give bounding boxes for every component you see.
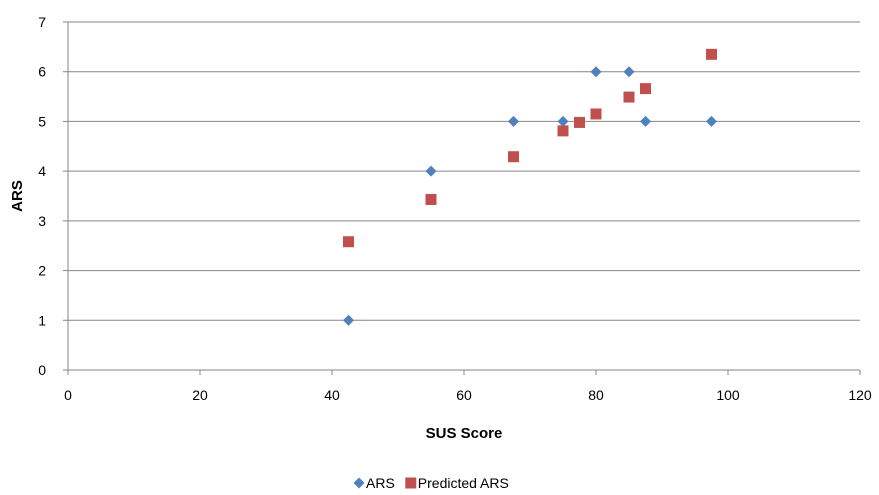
y-tick-label: 0 [38, 362, 46, 378]
x-tick-label: 120 [848, 387, 872, 403]
y-tick-label: 6 [38, 64, 46, 80]
y-tick-label: 1 [38, 312, 46, 328]
predicted-ars-point [574, 116, 585, 128]
y-tick-label: 7 [38, 14, 46, 30]
legend-predicted-ars-marker [405, 477, 417, 489]
y-tick-label: 2 [38, 263, 46, 279]
y-axis-title: ARS [9, 180, 26, 212]
legend-predicted-ars-label: Predicted ARS [418, 475, 509, 491]
legend-ars-label: ARS [366, 475, 395, 491]
x-tick-label: 100 [716, 387, 740, 403]
x-tick-label: 0 [64, 387, 72, 403]
legend-ars-marker [353, 477, 365, 489]
ars-point [590, 66, 602, 78]
predicted-ars-point [590, 108, 602, 120]
predicted-ars-point [508, 151, 519, 163]
y-tick-label: 5 [38, 113, 46, 129]
ars-point [508, 115, 519, 127]
predicted-ars-point [425, 193, 437, 205]
legend: ARS Predicted ARS [353, 475, 509, 491]
ars-point [343, 314, 354, 326]
x-tick-label: 20 [192, 387, 208, 403]
predicted-ars-point [640, 83, 651, 95]
gridlines [68, 21, 860, 321]
x-tick-label: 60 [456, 387, 472, 403]
predicted-ars-point [623, 91, 635, 103]
y-tick-labels: 0 1 2 3 4 5 6 7 [38, 14, 68, 378]
x-tick-label: 40 [324, 387, 340, 403]
ars-point [706, 115, 717, 127]
predicted-ars-point [343, 236, 354, 248]
y-tick-label: 4 [38, 163, 46, 179]
x-axis-title: SUS Score [426, 425, 503, 442]
ars-point [640, 115, 651, 127]
x-tick-labels: 0 20 40 60 80 100 120 [64, 370, 872, 403]
axes [67, 22, 860, 371]
predicted-ars-point [557, 125, 569, 137]
ars-point [425, 165, 437, 177]
ars-point [557, 115, 569, 127]
y-tick-label: 3 [38, 213, 46, 229]
predicted-ars-point [706, 48, 717, 60]
x-tick-label: 80 [588, 387, 604, 403]
data-points [343, 48, 717, 326]
ars-point [623, 66, 635, 78]
